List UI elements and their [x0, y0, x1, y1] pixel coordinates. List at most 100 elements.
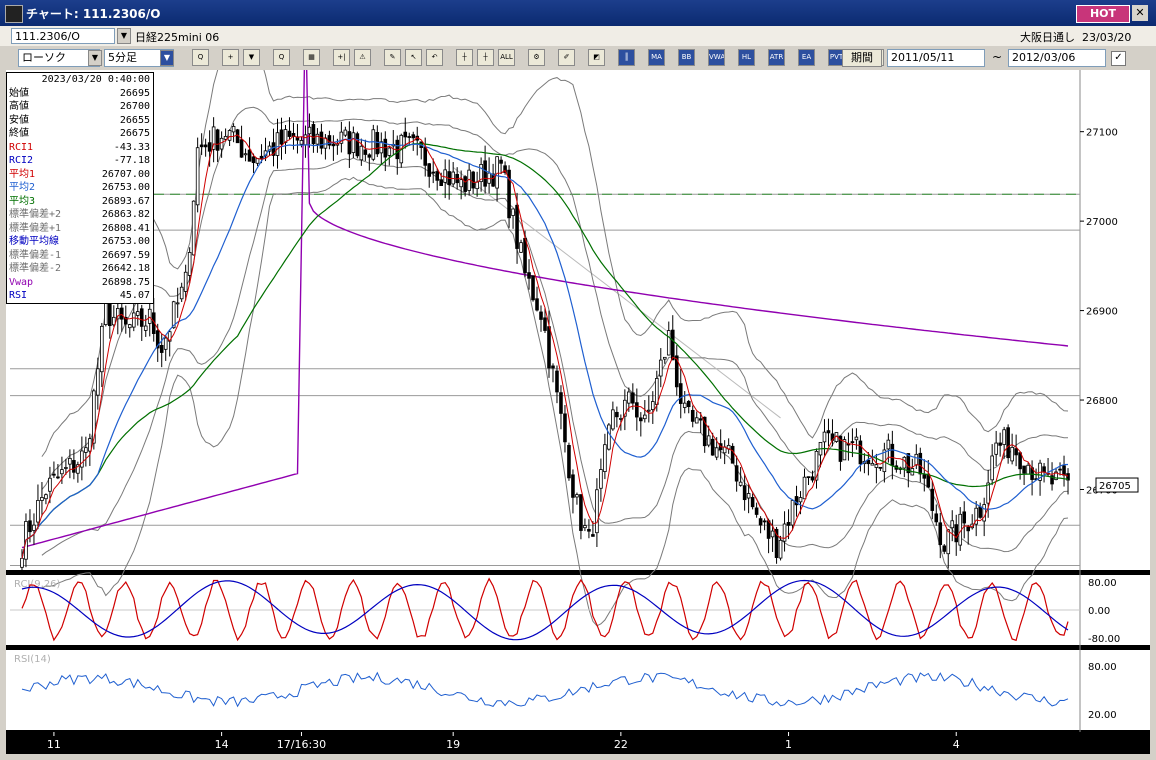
candle-body — [147, 308, 152, 324]
x-tick-label: 1 — [785, 738, 792, 751]
info-row: Vwap 26898.75 — [7, 276, 153, 290]
info-value: 26863.82 — [101, 209, 150, 220]
ma-button[interactable]: MA — [648, 49, 665, 66]
candle-body — [1022, 465, 1026, 474]
undo-button[interactable]: ↶ — [426, 49, 443, 66]
line-b-button[interactable]: ┼ — [477, 49, 494, 66]
candle-body — [810, 476, 815, 481]
candle-body — [611, 409, 615, 430]
chart-svg[interactable]: 26700 26800 26900 27000 27100 26705 RCI(9,26) 8… — [6, 70, 1150, 754]
candle-body — [966, 526, 971, 532]
candle-body — [1010, 446, 1014, 462]
symbol-input[interactable]: 111.2306/O — [11, 28, 115, 44]
candle-body — [922, 474, 927, 479]
bars-button[interactable]: ║ — [618, 49, 635, 66]
candle-body — [1054, 471, 1058, 481]
toolbar: ローソク ▼ 5分足 ▼ Q + ▼ Q ▦ +| ⚠ ✎ ↖ ↶ ┼ ┼ ALL ⚙ ✐ ◩ ║ MA BB VWA… — [0, 46, 1156, 70]
title-bar: チャート: 111.2306/O HOT ✕ — [0, 0, 1156, 26]
candle-body — [571, 474, 575, 498]
info-label: 始値 — [9, 87, 29, 99]
info-value: 26707.00 — [101, 168, 150, 180]
line-a-button[interactable]: ┼ — [456, 49, 473, 66]
alert-button[interactable]: ⚠ — [354, 49, 371, 66]
hot-button[interactable]: HOT — [1076, 5, 1130, 23]
zoom-button[interactable]: Q — [192, 49, 209, 66]
candle-body — [766, 520, 771, 539]
session-date: 23/03/20 — [1082, 31, 1132, 44]
candle-body — [575, 494, 579, 498]
checkbox[interactable]: ✓ — [1111, 51, 1126, 66]
candle-body — [351, 132, 356, 153]
ea-button[interactable]: EA — [798, 49, 815, 66]
candle-body — [407, 136, 412, 138]
app-icon — [5, 5, 23, 23]
candle-body — [403, 131, 408, 138]
atr-button[interactable]: ATR — [768, 49, 785, 66]
color-button[interactable]: ◩ — [588, 49, 605, 66]
rsi-title: RSI(14) — [14, 654, 51, 665]
cursor-button[interactable]: ↖ — [405, 49, 422, 66]
date-to-input[interactable]: 2012/03/06 — [1008, 49, 1106, 67]
candle-body — [343, 129, 348, 136]
crosshair-button[interactable]: + — [222, 49, 239, 66]
candle-body — [28, 520, 32, 533]
settings-button[interactable]: ⚙ — [528, 49, 545, 66]
candle-body — [40, 497, 44, 501]
candle-body — [1058, 468, 1062, 471]
chart-type-dropdown-button[interactable]: ▼ — [88, 50, 102, 66]
info-value: 26898.75 — [101, 276, 150, 288]
candle-body — [782, 523, 787, 542]
candle-body — [519, 242, 523, 253]
candle-body — [72, 460, 76, 473]
info-label: 安値 — [9, 114, 29, 126]
brush-button[interactable]: ✐ — [558, 49, 575, 66]
hl-button[interactable]: HL — [738, 49, 755, 66]
bollinger-upper1 — [41, 106, 1068, 490]
vwap-button[interactable]: VWA — [708, 49, 725, 66]
candle-body — [954, 524, 959, 543]
bb-button[interactable]: BB — [678, 49, 695, 66]
candle-body — [994, 442, 998, 455]
candle-body — [654, 378, 659, 405]
date-from-input[interactable]: 2011/05/11 — [887, 49, 985, 67]
interval-dropdown-button[interactable]: ▼ — [160, 50, 174, 66]
pvt-button[interactable]: PVT — [828, 49, 845, 66]
candle-body — [511, 208, 515, 216]
candle-body — [88, 438, 92, 452]
info-value: 26642.18 — [101, 263, 150, 274]
candle-body — [163, 337, 168, 350]
info-value: 26695 — [119, 87, 150, 99]
chart-area[interactable]: 26700 26800 26900 27000 27100 26705 RCI(9,26) 8… — [6, 70, 1150, 754]
header-bar: 111.2306/O ▼ 日経225mini 06 大阪日通し 23/03/20 — [0, 26, 1156, 46]
candle-body — [359, 145, 364, 161]
candle-body — [738, 481, 743, 486]
candle-body — [339, 131, 344, 144]
search-button[interactable]: Q — [273, 49, 290, 66]
ma2-line — [21, 137, 1069, 559]
chart-type-select[interactable]: ローソク — [18, 49, 100, 67]
vwap-line — [21, 70, 1069, 549]
x-tick-label: 17/16:30 — [277, 738, 326, 751]
candle-body — [770, 530, 775, 538]
candle-body — [938, 522, 943, 545]
pencil-button[interactable]: ✎ — [384, 49, 401, 66]
grid-button[interactable]: ▦ — [303, 49, 320, 66]
candle-body — [108, 299, 112, 327]
info-label: 平均2 — [9, 182, 36, 193]
candle-body — [658, 359, 663, 377]
info-row: 終値 26675 — [7, 127, 153, 141]
split-button[interactable]: +| — [333, 49, 350, 66]
all-button[interactable]: ALL — [498, 49, 515, 66]
candle-body — [583, 525, 587, 529]
symbol-dropdown-button[interactable]: ▼ — [117, 28, 131, 44]
info-label: Vwap — [9, 276, 34, 288]
close-icon[interactable]: ✕ — [1132, 5, 1148, 21]
info-value: 45.07 — [119, 290, 150, 301]
interval-select[interactable]: 5分足 — [104, 49, 174, 67]
candle-body — [754, 507, 759, 515]
candle-down-button[interactable]: ▼ — [243, 49, 260, 66]
period-button[interactable]: 期間 — [842, 49, 882, 67]
candle-body — [1002, 429, 1006, 445]
info-label: 標準偏差+2 — [9, 209, 62, 220]
candle-body — [375, 132, 380, 155]
